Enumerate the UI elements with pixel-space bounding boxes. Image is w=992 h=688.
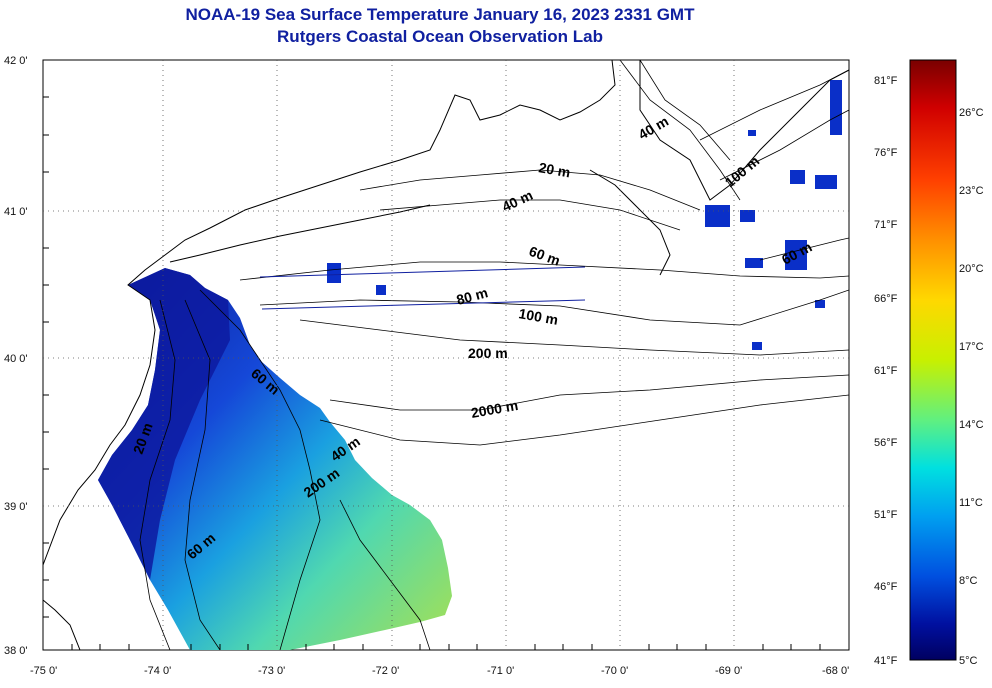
lon-label: -73 0' [258,665,285,677]
map-subtitle: Rutgers Coastal Ocean Observation Lab [277,27,603,46]
lon-label: -72 0' [372,665,399,677]
contour-label: 200 m [468,345,508,361]
fahrenheit-label: 61°F [874,365,898,377]
lat-label: 40 0' [4,353,28,365]
contour-label: 80 m [455,284,490,308]
fahrenheit-label: 71°F [874,219,898,231]
lon-label: -71 0' [487,665,514,677]
celsius-label: 11°C [959,497,983,509]
celsius-label: 23°C [959,185,984,197]
celsius-label: 20°C [959,263,984,275]
delmarva-coast [43,599,81,650]
temperature-colorbar [909,59,957,661]
lat-label: 42 0' [4,55,28,67]
lat-label: 39 0' [4,501,28,513]
celsius-label: 17°C [959,341,984,353]
celsius-label: 14°C [959,419,984,431]
lon-label: -70 0' [601,665,628,677]
latitude-labels: 42 0' 41 0' 40 0' 39 0' 38 0' [4,55,28,657]
sst-patches-northeast [327,80,842,350]
bathymetry-contours [139,60,849,650]
lon-label: -75 0' [30,665,57,677]
map-title: NOAA-19 Sea Surface Temperature January … [185,5,695,24]
colorbar-fahrenheit-labels: 81°F 76°F 71°F 66°F 61°F 56°F 51°F 46°F … [874,75,898,667]
coastline [43,60,849,566]
lat-label: 38 0' [4,645,28,657]
lon-label: -68 0' [822,665,849,677]
fahrenheit-label: 46°F [874,581,898,593]
celsius-label: 26°C [959,107,984,119]
lat-label: 41 0' [4,206,28,218]
fahrenheit-label: 81°F [874,75,898,87]
fahrenheit-label: 41°F [874,655,898,667]
celsius-label: 8°C [959,575,978,587]
fahrenheit-label: 56°F [874,437,898,449]
frame-ticks [43,96,821,650]
fahrenheit-label: 76°F [874,147,898,159]
contour-label: 100 m [517,305,559,328]
long-island [169,204,431,263]
graticule [43,60,849,650]
lon-label: -74 0' [144,665,171,677]
contour-label: 20 m [537,159,571,180]
longitude-labels: -75 0' -74 0' -73 0' -72 0' -71 0' -70 0… [30,665,849,677]
celsius-label: 5°C [959,655,978,667]
fahrenheit-label: 66°F [874,293,898,305]
colorbar-celsius-labels: 26°C 23°C 20°C 17°C 14°C 11°C 8°C 5°C [959,107,984,667]
lon-label: -69 0' [715,665,742,677]
fahrenheit-label: 51°F [874,509,898,521]
observation-tracks [259,266,586,310]
sst-cold-inshore-band [98,268,230,580]
